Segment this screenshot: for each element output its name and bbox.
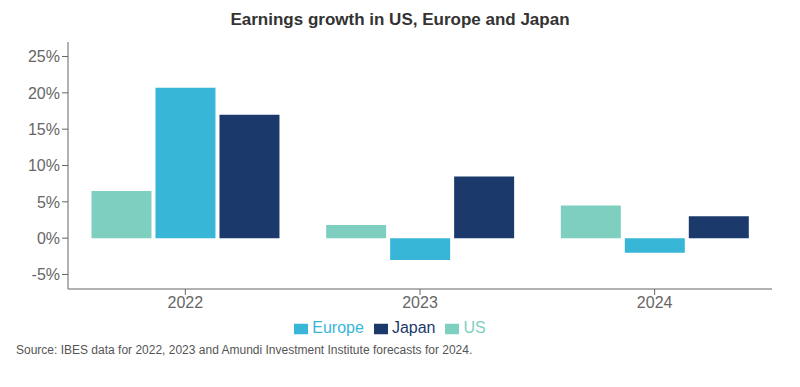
svg-text:0%: 0% bbox=[37, 230, 60, 247]
svg-text:-5%: -5% bbox=[32, 266, 60, 283]
svg-text:15%: 15% bbox=[28, 121, 60, 138]
html-text:US: US bbox=[463, 319, 486, 336]
html-text:Europe: Europe bbox=[312, 319, 364, 336]
svg-text:2023: 2023 bbox=[402, 294, 438, 311]
svg-text:2024: 2024 bbox=[637, 294, 673, 311]
svg-text:5%: 5% bbox=[37, 194, 60, 211]
svg-text:20%: 20% bbox=[28, 85, 60, 102]
svg-text:10%: 10% bbox=[28, 157, 60, 174]
html-text:Source: IBES data for 2022, 20: Source: IBES data for 2022, 2023 and Amu… bbox=[16, 343, 473, 357]
html-text:Earnings growth in US, Europe: Earnings growth in US, Europe and Japan bbox=[230, 10, 570, 29]
html-text:Japan: Japan bbox=[391, 319, 436, 336]
svg-text:2022: 2022 bbox=[168, 294, 204, 311]
svg-text:25%: 25% bbox=[28, 48, 60, 65]
